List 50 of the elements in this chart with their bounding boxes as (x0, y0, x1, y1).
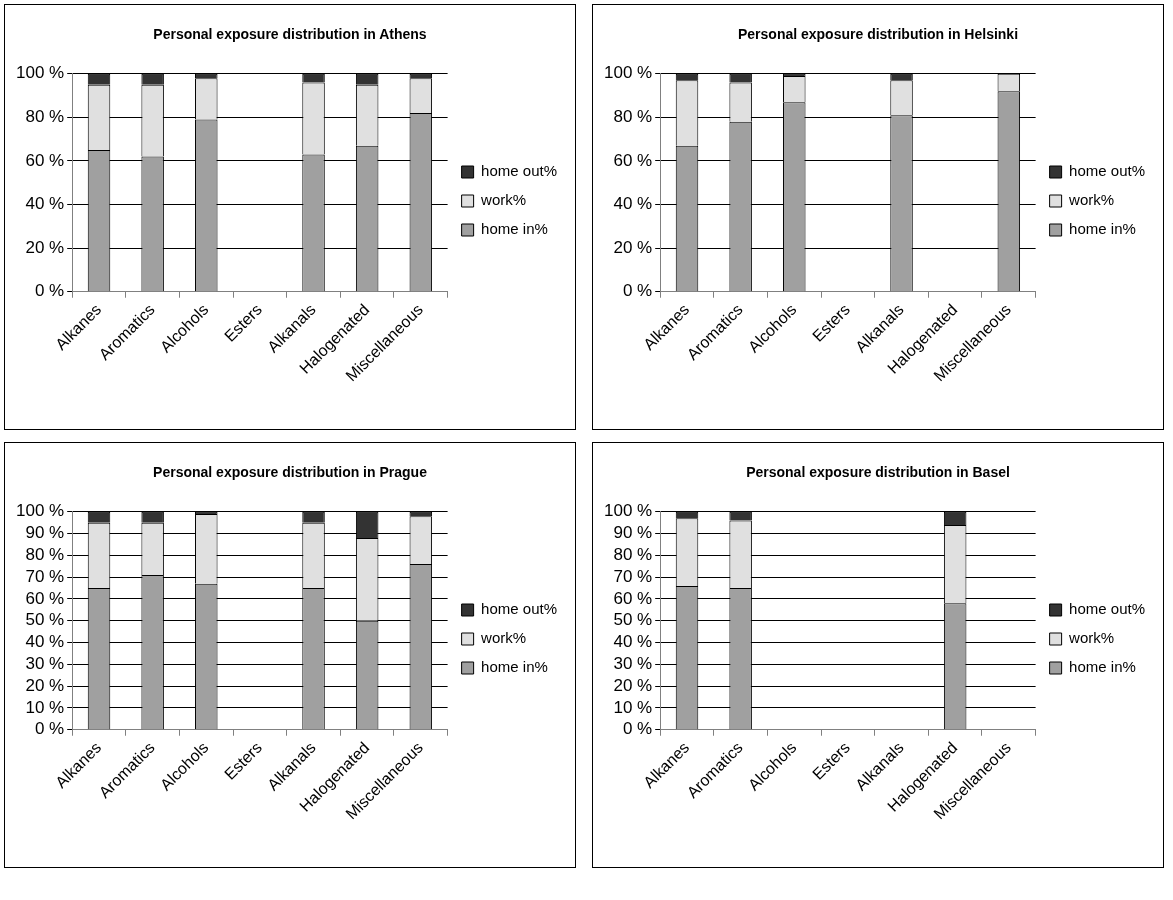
y-tick-label: 70 % (25, 566, 65, 586)
legend-label: work% (480, 191, 527, 209)
y-tick-label: 60 % (613, 150, 653, 170)
chart-title: Personal exposure distribution in Helsinki (737, 26, 1019, 43)
y-tick-label: 40 % (25, 632, 65, 652)
y-tick-label: 90 % (25, 523, 65, 543)
chart-title: Personal exposure distribution in Prague (153, 464, 428, 481)
legend-label: home out% (481, 600, 558, 618)
legend-label: home out% (1069, 162, 1146, 180)
legend-label: work% (480, 629, 527, 647)
y-tick-label: 30 % (25, 654, 65, 674)
legend-label: home in% (1069, 658, 1136, 676)
y-tick-label: 60 % (25, 150, 65, 170)
legend-label: home in% (481, 220, 548, 238)
y-tick-label: 60 % (25, 588, 65, 608)
y-tick-label: 10 % (25, 697, 65, 717)
y-tick-label: 50 % (25, 610, 65, 630)
y-tick-label: 0 % (622, 281, 653, 301)
y-tick-label: 20 % (613, 675, 653, 695)
legend-label: work% (1068, 191, 1115, 209)
y-tick-label: 0 % (34, 719, 65, 739)
y-tick-label: 100 % (16, 501, 65, 521)
y-tick-label: 80 % (25, 107, 65, 127)
legend-label: home in% (1069, 220, 1136, 238)
y-tick-label: 100 % (16, 63, 65, 83)
y-tick-label: 20 % (25, 237, 65, 257)
y-tick-label: 20 % (25, 675, 65, 695)
y-tick-label: 100 % (604, 63, 653, 83)
y-tick-label: 80 % (613, 545, 653, 565)
y-tick-label: 70 % (613, 566, 653, 586)
y-tick-label: 100 % (604, 501, 653, 521)
y-tick-label: 40 % (613, 632, 653, 652)
chart-title: Personal exposure distribution in Basel (746, 464, 1010, 481)
y-tick-label: 40 % (25, 194, 65, 214)
y-tick-label: 0 % (622, 719, 653, 739)
y-tick-label: 90 % (613, 523, 653, 543)
chart-title: Personal exposure distribution in Athens (153, 26, 427, 43)
y-tick-label: 50 % (613, 610, 653, 630)
y-tick-label: 20 % (613, 237, 653, 257)
legend-label: work% (1068, 629, 1115, 647)
y-tick-label: 80 % (25, 545, 65, 565)
legend-label: home out% (481, 162, 558, 180)
y-tick-label: 80 % (613, 107, 653, 127)
legend-label: home in% (481, 658, 548, 676)
y-tick-label: 10 % (613, 697, 653, 717)
y-tick-label: 30 % (613, 654, 653, 674)
y-tick-label: 0 % (34, 281, 65, 301)
y-tick-label: 60 % (613, 588, 653, 608)
legend-label: home out% (1069, 600, 1146, 618)
y-tick-label: 40 % (613, 194, 653, 214)
